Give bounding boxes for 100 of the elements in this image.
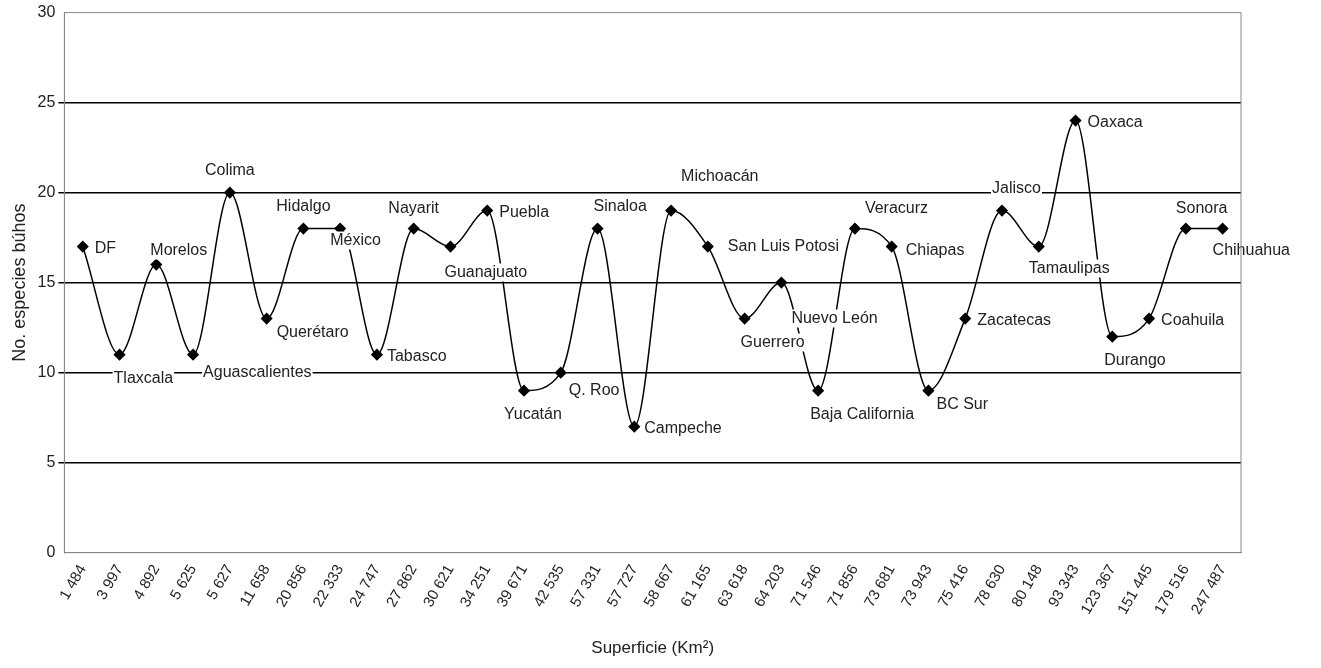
x-tick-label: 71 546 [786, 561, 825, 610]
point [77, 240, 89, 253]
point [481, 204, 493, 217]
point [665, 204, 677, 217]
x-tick-label: 58 667 [639, 561, 678, 610]
point [1216, 222, 1229, 235]
point [628, 420, 641, 433]
annotation: Michoacán [681, 167, 759, 185]
x-tick-label: 71 856 [823, 561, 862, 610]
x-tick-label: 42 535 [529, 561, 567, 610]
annotation: Nuevo León [791, 309, 878, 327]
y-tick-label: 25 [37, 93, 56, 111]
x-tick-label: 61 165 [676, 561, 715, 610]
x-tick-label: 93 343 [1044, 561, 1082, 610]
x-tick-label: 75 416 [933, 561, 972, 610]
annotation: Colima [204, 161, 255, 179]
annotation: Guerrero [740, 333, 805, 351]
point [959, 312, 971, 325]
point [775, 276, 788, 289]
x-tick-label: 30 621 [419, 561, 457, 610]
x-tick-label: 1 484 [55, 561, 89, 603]
annotation: Aguascalientes [203, 363, 312, 381]
y-axis-title: No. especies búhos [8, 203, 29, 362]
annotation: Hidalgo [276, 197, 331, 215]
x-tick-label: 57 331 [566, 561, 604, 610]
x-tick-label: 27 862 [382, 561, 420, 610]
y-tick-label: 0 [46, 543, 56, 561]
point [812, 384, 824, 397]
annotation: México [330, 231, 381, 249]
point [518, 384, 530, 397]
x-tick-label: 73 943 [897, 561, 935, 610]
x-tick-label: 57 727 [602, 561, 641, 610]
annotation: Sonora [1175, 199, 1228, 217]
y-tick-label: 5 [46, 453, 56, 471]
x-axis-title: Superficie (Km²) [591, 638, 715, 658]
x-tick-label: 5 625 [165, 561, 200, 603]
annotation: Tabasco [386, 347, 447, 365]
point [849, 222, 861, 235]
annotation: Tlaxcala [113, 369, 174, 387]
x-tick-label: 3 997 [92, 561, 126, 603]
point [1069, 114, 1082, 127]
annotation: Tamaulipas [1028, 259, 1110, 277]
annotation: DF [94, 239, 117, 257]
annotation: Sinaloa [593, 197, 648, 215]
x-tick-label: 63 618 [713, 561, 751, 610]
point [1106, 330, 1119, 343]
annotation: Coahuila [1161, 311, 1225, 329]
point [371, 348, 383, 361]
annotation: San Luis Potosi [727, 237, 840, 255]
point [113, 348, 126, 361]
point [297, 222, 310, 235]
annotation: Morelos [150, 241, 208, 259]
point [1033, 240, 1045, 253]
point [187, 348, 199, 361]
annotation: Chihuahua [1212, 241, 1291, 259]
point [150, 258, 163, 271]
point [885, 240, 898, 253]
annotation: Veracurz [864, 199, 929, 217]
annotation: Guanajuato [444, 263, 528, 281]
x-tick-label: 24 747 [345, 561, 384, 610]
point [591, 222, 604, 235]
annotation: Q. Roo [568, 381, 620, 399]
annotation: Yucatán [504, 405, 562, 423]
y-tick-label: 15 [37, 273, 56, 291]
annotation: Querétaro [276, 323, 349, 341]
x-tick-label: 5 627 [202, 561, 237, 603]
point [444, 240, 457, 253]
annotation: Chiapas [905, 241, 965, 259]
annotation: Puebla [499, 203, 550, 221]
y-tick-label: 30 [37, 3, 56, 21]
x-tick-label: 151 445 [1113, 561, 1156, 617]
annotation: Jalisco [992, 179, 1042, 197]
x-tick-label: 39 671 [492, 561, 531, 610]
x-tick-label: 11 658 [235, 561, 273, 609]
point [407, 222, 420, 235]
point [260, 312, 273, 325]
y-tick-label: 20 [37, 183, 56, 201]
y-tick-label: 10 [37, 363, 56, 381]
point [224, 186, 236, 199]
annotation: Durango [1104, 351, 1166, 369]
x-tick-label: 80 148 [1007, 561, 1045, 610]
x-tick-label: 22 333 [308, 561, 347, 610]
point [1180, 222, 1192, 235]
x-tick-label: 34 251 [455, 561, 494, 610]
x-tick-label: 4 892 [129, 561, 163, 603]
point [1143, 312, 1155, 325]
point [702, 240, 714, 253]
x-tick-label: 20 856 [271, 561, 310, 610]
point [996, 204, 1008, 217]
annotation: Oaxaca [1087, 113, 1143, 131]
annotation: BC Sur [936, 395, 989, 413]
point [555, 366, 567, 379]
point [738, 312, 751, 325]
point [922, 384, 935, 397]
annotation: Baja California [810, 405, 915, 423]
x-tick-label: 73 681 [860, 561, 898, 610]
x-tick-label: 78 630 [970, 561, 1009, 610]
annotation: Nayarit [388, 199, 440, 217]
annotation: Campeche [644, 419, 722, 437]
x-tick-label: 64 203 [749, 561, 788, 610]
